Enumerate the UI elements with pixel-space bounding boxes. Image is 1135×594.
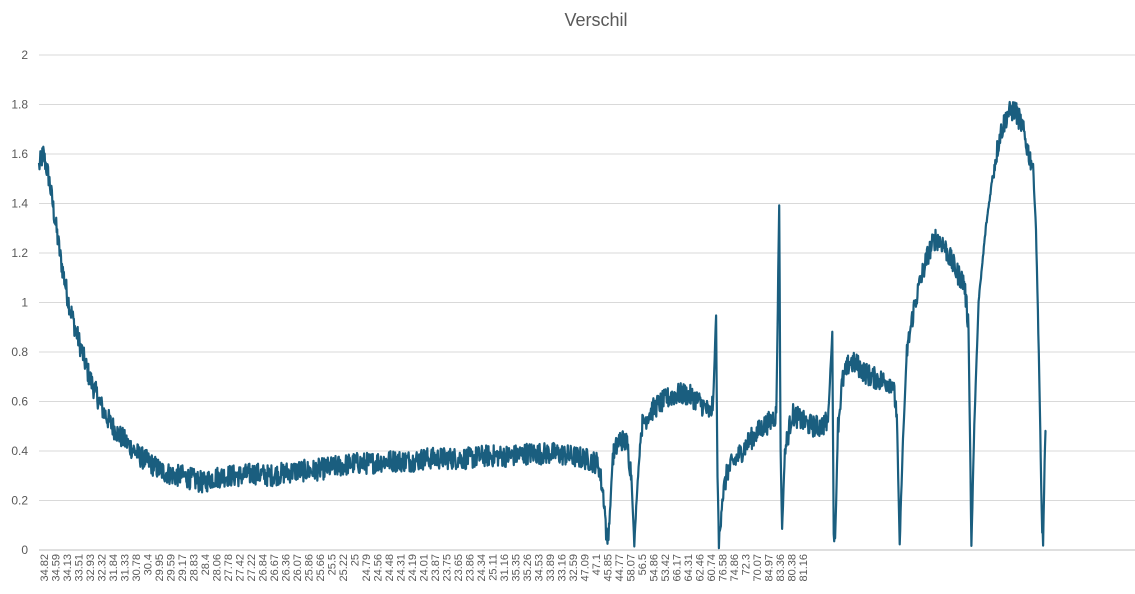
x-tick-label: 25.22 [338,554,350,582]
x-tick-label: 62.46 [695,554,707,582]
x-tick-label: 83.36 [775,554,787,582]
x-tick-label: 32.93 [85,554,97,582]
x-tick-label: 33.16 [557,554,569,582]
x-tick-label: 34.82 [39,554,51,582]
x-tick-label: 35.35 [511,554,523,582]
x-tick-label: 25.5 [327,554,339,575]
x-tick-label: 54.86 [649,554,661,582]
x-tick-label: 58.07 [626,554,638,582]
x-tick-label: 56.5 [637,554,649,575]
x-tick-label: 33.51 [74,554,86,582]
x-tick-label: 27.22 [246,554,258,582]
x-tick-label: 84.97 [764,554,776,582]
x-tick-label: 80.38 [787,554,799,582]
x-tick-label: 74.86 [729,554,741,582]
x-tick-label: 26.36 [281,554,293,582]
x-tick-label: 28.83 [189,554,201,582]
y-tick-label: 0.2 [11,494,28,508]
x-tick-label: 31.33 [120,554,132,582]
x-tick-label: 25.86 [304,554,316,582]
x-tick-label: 24.34 [476,554,488,582]
x-tick-label: 29.17 [177,554,189,582]
series-line [37,100,1047,550]
x-tick-label: 72.3 [741,554,753,575]
x-tick-label: 34.13 [62,554,74,582]
x-tick-label: 34.53 [534,554,546,582]
x-tick-label: 66.17 [672,554,684,582]
x-tick-label: 35.26 [522,554,534,582]
x-tick-label: 47.09 [580,554,592,582]
x-tick-label: 34.59 [51,554,63,582]
x-tick-label: 30.78 [131,554,143,582]
x-tick-label: 23.87 [430,554,442,582]
x-tick-label: 25 [350,554,362,566]
x-tick-label: 31.16 [499,554,511,582]
x-tick-label: 60.74 [706,554,718,582]
y-tick-label: 0.6 [11,395,28,409]
x-tick-label: 32.32 [97,554,109,582]
x-tick-label: 27.78 [223,554,235,582]
y-tick-label: 1 [21,296,28,310]
x-tick-label: 26.07 [292,554,304,582]
x-tick-label: 32.59 [568,554,580,582]
y-tick-label: 1.8 [11,98,28,112]
x-tick-label: 25.66 [315,554,327,582]
x-tick-label: 28.06 [212,554,224,582]
x-tick-label: 33.89 [545,554,557,582]
x-tick-label: 23.65 [453,554,465,582]
chart-title: Verschil [564,10,628,30]
x-tick-label: 23.75 [442,554,454,582]
y-tick-label: 0 [21,543,28,557]
x-tick-label: 26.84 [258,554,270,582]
x-tick-label: 24.19 [407,554,419,582]
y-tick-label: 1.6 [11,147,28,161]
x-tick-label: 64.31 [683,554,695,582]
y-tick-label: 2 [21,48,28,62]
y-tick-label: 1.4 [11,197,28,211]
x-tick-label: 26.67 [269,554,281,582]
x-tick-label: 24.31 [396,554,408,582]
x-tick-label: 23.86 [465,554,477,582]
x-tick-label: 47.1 [591,554,603,575]
x-tick-label: 24.79 [361,554,373,582]
x-tick-label: 29.59 [166,554,178,582]
x-tick-label: 30.4 [143,554,155,575]
y-tick-label: 0.8 [11,345,28,359]
x-tick-label: 70.07 [752,554,764,582]
x-tick-label: 31.84 [108,554,120,582]
x-tick-label: 81.16 [798,554,810,582]
x-tick-label: 24.01 [419,554,431,582]
y-tick-label: 1.2 [11,246,28,260]
x-tick-label: 27.42 [235,554,247,582]
x-tick-label: 29.95 [154,554,166,582]
x-tick-label: 25.11 [488,554,500,581]
x-tick-label: 45.85 [603,554,615,582]
x-tick-label: 76.58 [718,554,730,582]
y-tick-label: 0.4 [11,444,28,458]
x-tick-label: 44.77 [614,554,626,582]
x-tick-label: 53.42 [660,554,672,582]
x-tick-label: 24.48 [384,554,396,582]
x-tick-label: 28.4 [200,554,212,575]
x-tick-label: 24.56 [373,554,385,582]
